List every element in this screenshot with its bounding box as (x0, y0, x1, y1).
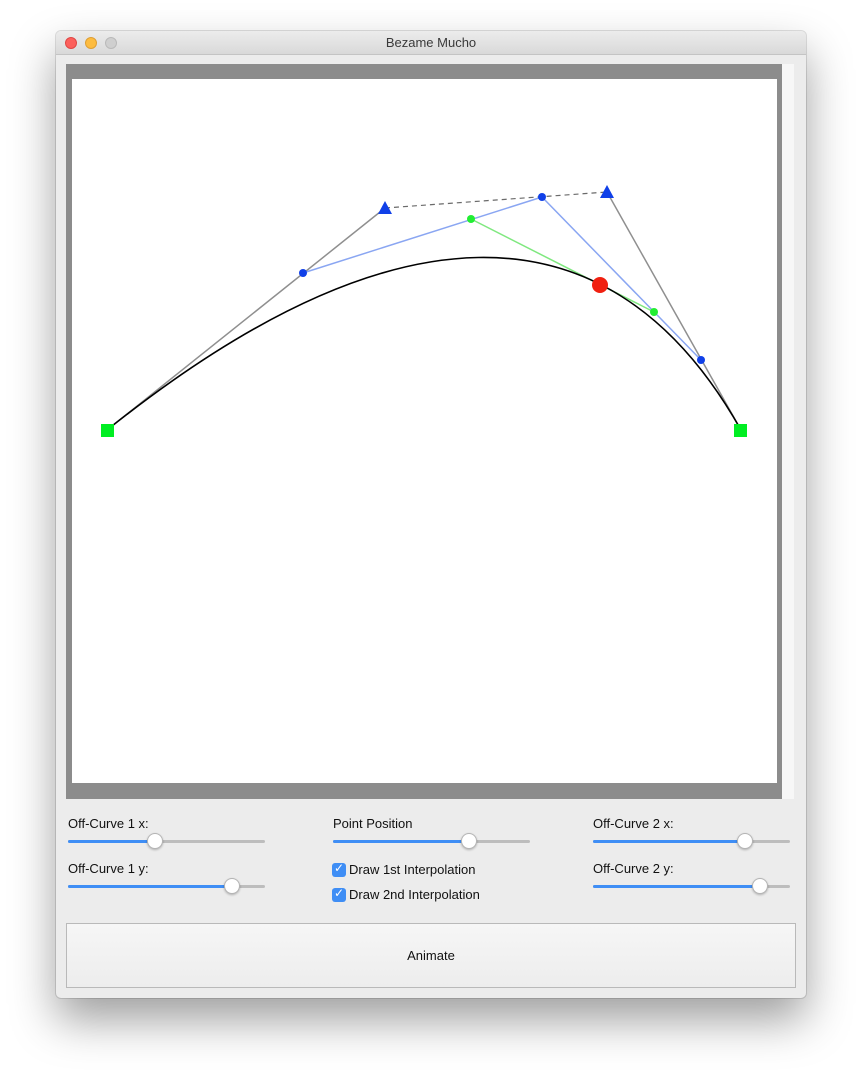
close-button[interactable] (65, 37, 77, 49)
offcurve2-x-slider[interactable] (593, 831, 790, 851)
slider-fill (593, 840, 745, 843)
slider-knob[interactable] (224, 878, 240, 894)
slider-knob[interactable] (147, 833, 163, 849)
canvas-scroll-area (782, 64, 794, 799)
offcurve1-x-label: Off-Curve 1 x: (68, 816, 149, 831)
slider-knob[interactable] (737, 833, 753, 849)
draw-1st-interpolation-label: Draw 1st Interpolation (349, 862, 476, 877)
second-interp-point-1-icon (467, 215, 475, 223)
slider-fill (68, 840, 155, 843)
second-interp-point-2-icon (650, 308, 658, 316)
canvas-frame (66, 64, 782, 799)
slider-fill (333, 840, 469, 843)
offcurve1-x-slider[interactable] (68, 831, 265, 851)
checkbox-checked-icon[interactable]: ✓ (332, 861, 346, 877)
first-interp-point-2-icon (538, 193, 546, 201)
offcurve2-y-slider[interactable] (593, 876, 790, 896)
title-bar: Bezame Mucho (56, 31, 806, 55)
animate-button[interactable]: Animate (66, 923, 796, 988)
on-curve-end-icon[interactable] (734, 424, 747, 437)
slider-fill (593, 885, 760, 888)
slider-track (68, 840, 265, 843)
minimize-button[interactable] (85, 37, 97, 49)
offcurve1-y-slider[interactable] (68, 876, 265, 896)
point-position-slider[interactable] (333, 831, 530, 851)
first-interp-point-3-icon (697, 356, 705, 364)
bezier-canvas[interactable] (72, 79, 777, 783)
slider-knob[interactable] (752, 878, 768, 894)
second-interpolation-line (470, 218, 655, 313)
offcurve2-x-label: Off-Curve 2 x: (593, 816, 674, 831)
zoom-button[interactable] (105, 37, 117, 49)
bezier-drawing (101, 185, 747, 437)
first-interp-point-1-icon (299, 269, 307, 277)
handle-line-middle (384, 191, 608, 209)
checkbox-checked-icon[interactable]: ✓ (332, 886, 346, 902)
off-curve-1-icon[interactable] (378, 201, 392, 214)
app-window: Bezame Mucho (56, 31, 806, 998)
offcurve1-y-label: Off-Curve 1 y: (68, 861, 149, 876)
bezier-curve (106, 256, 742, 431)
draw-2nd-interpolation-label: Draw 2nd Interpolation (349, 887, 480, 902)
slider-fill (68, 885, 232, 888)
point-position-label: Point Position (333, 816, 413, 831)
handle-line-1 (106, 207, 386, 431)
slider-knob[interactable] (461, 833, 477, 849)
handle-line-2 (606, 191, 742, 431)
window-title: Bezame Mucho (385, 35, 477, 50)
on-curve-start-icon[interactable] (101, 424, 114, 437)
curve-position-point-icon (592, 277, 608, 293)
off-curve-2-icon[interactable] (600, 185, 614, 198)
offcurve2-y-label: Off-Curve 2 y: (593, 861, 674, 876)
